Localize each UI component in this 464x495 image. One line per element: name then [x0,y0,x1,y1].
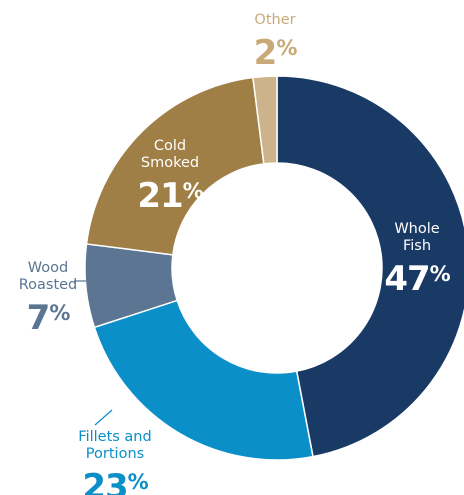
leader-line-fillets-and-portions [94,409,113,426]
label-other: Other 2% [254,12,299,73]
slice-value-whole-fish: 47% [384,259,450,299]
slice-value-wood-roasted: 7% [27,298,71,338]
slice-label-wood-roasted-line-0: Wood [28,260,68,276]
slice-other [252,75,278,165]
slice-label-fillets-and-portions-line-1: Portions [86,446,144,462]
slice-label-other-line-0: Other [254,12,295,28]
slice-cold-smoked [85,76,265,256]
slice-value-fillets-and-portions: 23% [82,467,148,495]
slice-label-whole-fish-line-1: Fish [403,238,431,254]
slice-label-whole-fish-line-0: Whole [394,221,439,237]
slice-label-cold-smoked-line-1: Smoked [141,155,199,171]
slice-label-cold-smoked-line-0: Cold [154,138,186,154]
slice-label-wood-roasted-line-1: Roasted [19,277,78,293]
slice-fillets-and-portions [93,299,314,461]
slice-whole-fish [276,75,464,458]
slice-value-cold-smoked: 21% [137,176,203,216]
slice-label-fillets-and-portions-line-0: Fillets and [78,429,151,445]
slice-value-other: 2% [254,33,298,73]
